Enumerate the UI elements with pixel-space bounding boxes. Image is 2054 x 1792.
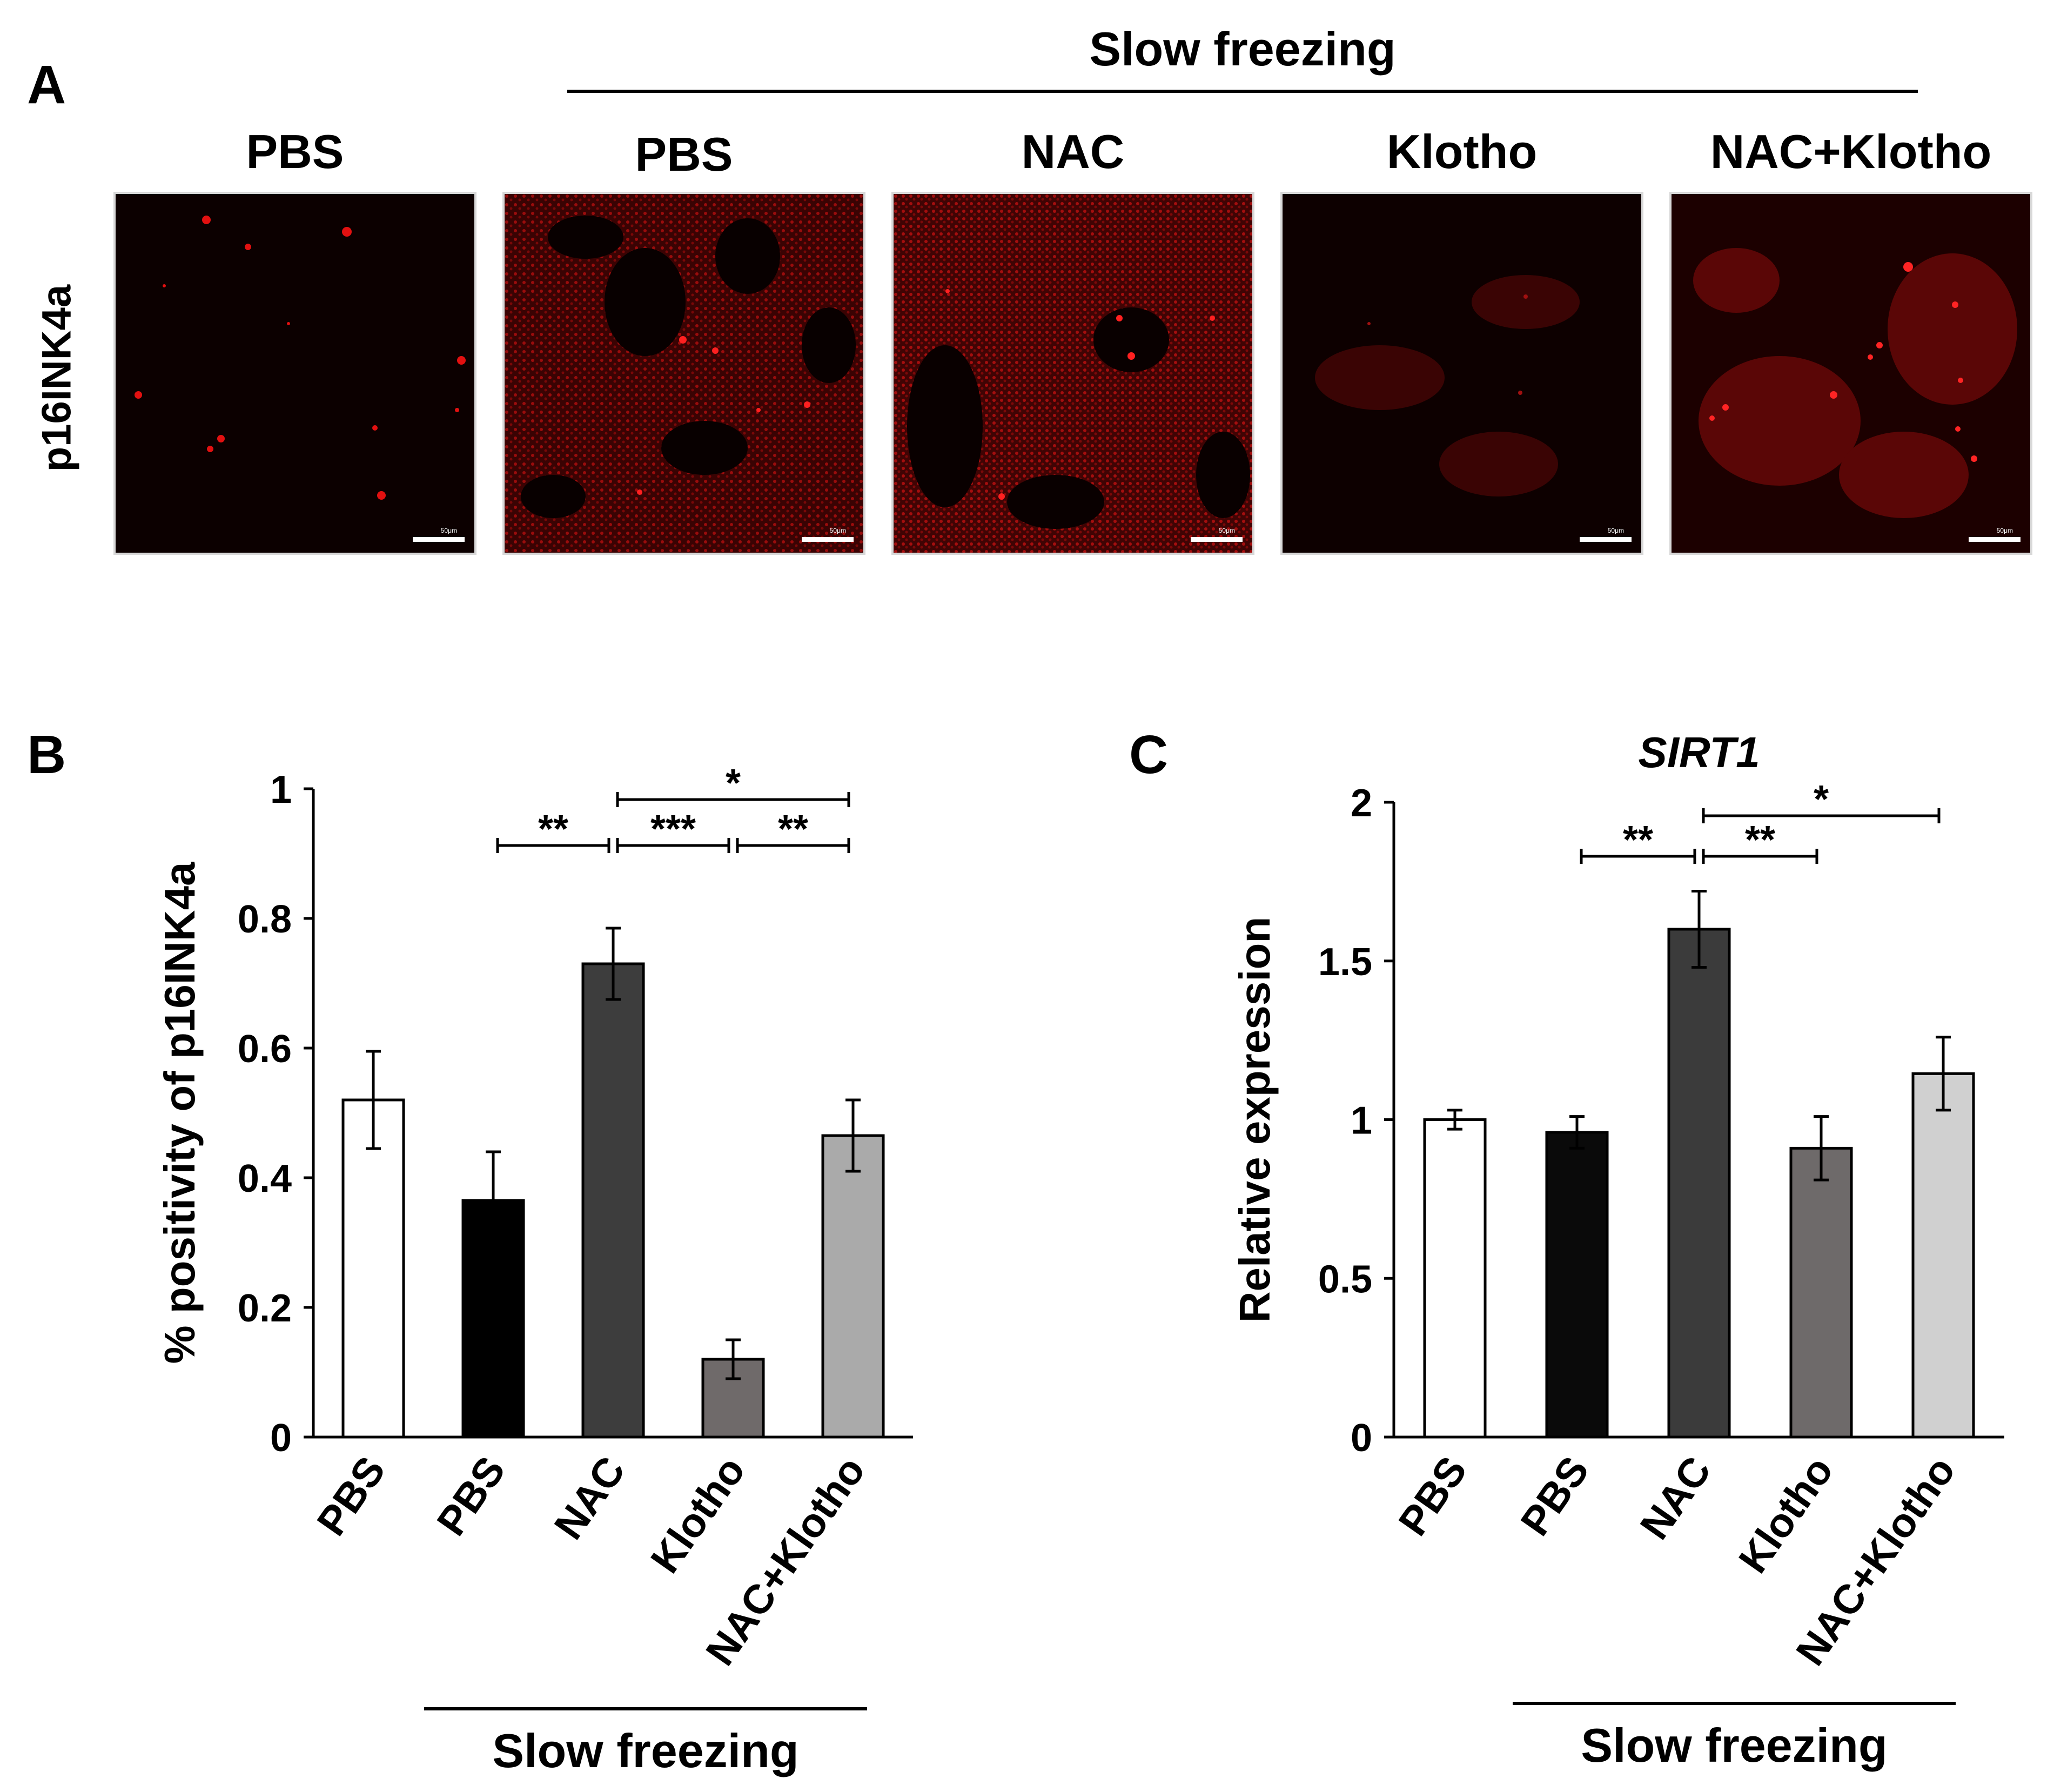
micro-col-label-pbs-control: PBS [246,125,344,178]
y-tick-label: 2 [1351,782,1372,825]
x-tick-label: PBS [1512,1448,1598,1544]
x-tick-label: NAC [546,1448,634,1548]
scale-bar [413,537,465,542]
scale-bar [1580,537,1632,542]
panel-b-group-label: Slow freezing [492,1724,799,1777]
row-label-text: p16INK4a [33,284,80,472]
y-axis-label: Relative expression [1231,917,1279,1323]
micrograph-nac: 50μm [891,192,1254,555]
scale-bar-label: 50μm [1607,527,1624,534]
scale-bar [1191,537,1243,542]
significance-label: *** [650,808,696,851]
significance-label: ** [778,808,808,851]
chart-p16-positivity: % positivity of p16INK4a 0 0.2 0.4 0.6 0.8 1 PB… [156,762,913,1674]
significance-label: * [726,762,741,805]
x-tick-label: PBS [428,1448,514,1544]
x-tick-label: PBS [1390,1448,1476,1544]
micrograph-nac-klotho-image [1693,248,2017,518]
significance-label: ** [538,808,568,851]
significance-label: * [1814,778,1829,821]
scale-bar [802,537,854,542]
panel-a-group-rule [567,90,1918,93]
y-tick-label: 0.8 [238,898,292,941]
panel-b-letter: B [27,724,66,785]
bar [1545,1131,1609,1439]
micrograph-pbs-control-image [135,216,466,500]
scale-bar-label: 50μm [829,527,846,534]
micrograph-pbs-slow-image [505,194,863,553]
micrograph-klotho: 50μm [1280,192,1643,555]
panel-c-group-label: Slow freezing [1581,1719,1888,1772]
chart-title: SIRT1 [1638,728,1760,776]
y-tick-label: 0.4 [238,1157,292,1200]
scale-bar [1969,537,2021,542]
micro-col-label-pbs-slow: PBS [635,127,733,181]
micro-col-label-nac: NAC [1021,125,1125,178]
bar [341,1098,405,1439]
x-tick-label: NAC [1632,1448,1720,1548]
panel-c-group-rule [1513,1702,1956,1705]
significance-label: ** [1623,818,1653,862]
y-tick-label: 0 [1351,1417,1372,1460]
micrograph-nac-image [894,194,1252,553]
micro-col-label-nac-klotho: NAC+Klotho [1710,125,1992,178]
scale-bar-label: 50μm [1996,527,2013,534]
y-tick-label: 1 [1351,1099,1372,1143]
scale-bar-label: 50μm [440,527,457,534]
y-tick-label: 1 [270,768,292,811]
micro-col-label-klotho: Klotho [1386,125,1538,178]
significance-label: ** [1745,818,1775,862]
panel-c-letter: C [1129,724,1169,785]
y-tick-label: 1.5 [1318,941,1372,984]
micrograph-klotho-image [1315,275,1580,496]
x-tick-label: PBS [308,1448,394,1544]
panel-a-letter: A [27,55,66,115]
y-tick-label: 0 [270,1417,292,1460]
x-tick-label: Klotho [1730,1448,1842,1581]
panel-a-row-label: p16INK4a [0,270,113,486]
micrograph-pbs-control: 50μm [113,192,476,555]
bar [1789,1146,1853,1439]
y-tick-label: 0.2 [238,1287,292,1330]
y-tick-label: 0.5 [1318,1258,1372,1301]
panel-a-group-header: Slow freezing [1089,22,1396,76]
micrograph-pbs-slow: 50μm [502,192,865,555]
panel-b-group-rule [424,1707,867,1710]
chart-sirt1-expression: SIRT1 Relative expression 0 0.5 1 1.5 2 PBS PBS N… [1231,728,2004,1674]
scale-bar-label: 50μm [1218,527,1235,534]
x-tick-label: Klotho [642,1448,754,1581]
y-axis-label: % positivity of p16INK4a [156,862,204,1364]
bar [581,962,645,1439]
bar [1667,928,1731,1439]
micrograph-nac-klotho: 50μm [1669,192,2032,555]
bar [1911,1072,1975,1439]
bar [1423,1118,1487,1439]
bar [821,1134,885,1439]
y-tick-label: 0.6 [238,1028,292,1071]
